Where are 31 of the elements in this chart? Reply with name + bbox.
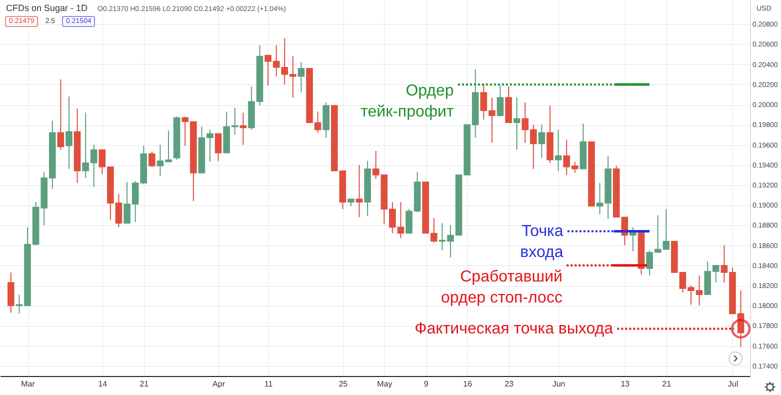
- candlestick: [148, 151, 156, 168]
- candlestick: [356, 164, 363, 218]
- candlestick: [538, 124, 546, 158]
- x-tick-label: 14: [98, 380, 108, 388]
- chart-title: CFDs on Sugar - 1D: [6, 3, 88, 13]
- ref-line-label: Ордер тейк-профит: [360, 82, 454, 120]
- ref-line-label: Сработавший ордер стоп-лосс: [440, 268, 562, 306]
- ref-line-label: Фактическая точка выхода: [414, 320, 614, 338]
- x-tick-label: 23: [504, 380, 514, 388]
- x-tick-label: May: [377, 380, 392, 388]
- x-tick-label: 21: [662, 380, 672, 388]
- x-tick-label: Apr: [212, 380, 226, 388]
- candlestick: [554, 129, 562, 172]
- candlestick: [57, 78, 64, 150]
- candlestick: [214, 133, 222, 162]
- x-tick-label: 16: [463, 380, 473, 388]
- x-tick-label: Mar: [21, 380, 36, 388]
- x-tick-label: 25: [338, 380, 348, 388]
- x-tick-label: Jun: [552, 380, 566, 388]
- candlestick: [496, 84, 504, 118]
- x-tick-label: 11: [264, 380, 274, 388]
- x-tick-label: 13: [620, 380, 630, 388]
- candlestick: [513, 97, 520, 150]
- x-tick-label: Jul: [728, 380, 738, 388]
- x-tick-label: 9: [424, 380, 429, 388]
- x-tick-label: 21: [140, 380, 150, 388]
- ref-line-label: Точка входа: [520, 223, 564, 262]
- candlestick: [66, 96, 72, 170]
- candlestick: [298, 62, 305, 93]
- candlestick: [240, 112, 247, 146]
- candlestick: [8, 272, 14, 314]
